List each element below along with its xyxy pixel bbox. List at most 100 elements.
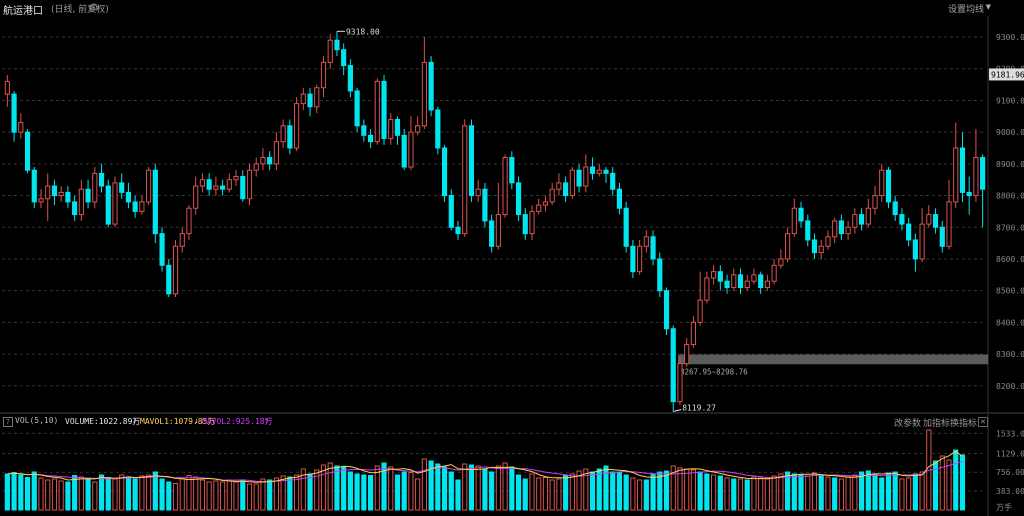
volume-bar <box>858 471 865 511</box>
volume-bar <box>838 478 844 511</box>
volume-bar <box>119 474 125 511</box>
candle-body <box>791 207 797 235</box>
candle-body <box>78 188 84 216</box>
volume-bar <box>677 467 683 511</box>
volume-bar <box>394 474 401 511</box>
candle-body <box>630 245 636 273</box>
band-label: 8267.95~8298.76 <box>680 367 748 376</box>
volume-bar <box>448 471 454 511</box>
candle-body <box>179 233 185 247</box>
volume-bar <box>320 464 327 511</box>
volume-bar <box>912 473 918 511</box>
help-icon[interactable]: ? <box>3 417 13 427</box>
candle-body <box>549 188 555 203</box>
candle-body <box>293 103 300 149</box>
candle-body <box>663 290 670 330</box>
volume-bar <box>832 477 838 511</box>
candle-body <box>690 321 697 346</box>
volume-bar <box>415 478 421 511</box>
candle-body <box>314 87 320 108</box>
candle-body <box>596 169 602 174</box>
volume-bar <box>697 471 703 511</box>
volume-indicator-bar: ? VOL(5,10) VOLUME:1022.89万 ↓ MAVOL1:107… <box>0 415 1000 429</box>
volume-bar <box>462 463 468 511</box>
volume-bar <box>172 483 179 511</box>
volume-bar <box>872 473 878 511</box>
price-tick-label: 9000.00 <box>996 128 1024 137</box>
add-indicator-button[interactable]: 加指标 <box>923 419 951 429</box>
candle-body <box>704 277 710 301</box>
candle-body <box>919 223 925 260</box>
candle-body <box>536 204 542 212</box>
close-icon[interactable]: ✕ <box>978 417 988 427</box>
volume-bar <box>327 462 333 511</box>
candle-body <box>603 169 609 174</box>
volume-bar <box>92 481 98 511</box>
candle-body <box>394 118 401 136</box>
volume-bar <box>953 449 959 511</box>
candle-body <box>858 214 865 225</box>
volume-bar <box>906 477 912 511</box>
volume-bar <box>623 474 629 511</box>
volume-bar <box>637 479 643 511</box>
candle-body <box>529 210 535 235</box>
price-tick-label: 8900.00 <box>996 160 1024 169</box>
volume-bar <box>166 481 172 511</box>
volume-bar <box>152 471 158 511</box>
candle-body <box>374 80 380 143</box>
volume-bar <box>401 471 407 511</box>
volume-bar <box>341 466 347 511</box>
volume-tick-label: 万手 <box>996 502 1012 512</box>
volume-bar <box>314 469 320 511</box>
candle-body <box>11 93 17 133</box>
candle-body <box>872 195 878 209</box>
candle-body <box>697 299 703 323</box>
volume-bar <box>489 471 495 511</box>
candle-body <box>468 125 475 197</box>
volume-bar <box>51 478 58 511</box>
candle-body <box>495 214 501 247</box>
volume-bar <box>468 464 475 511</box>
volume-bar <box>717 475 723 511</box>
ma-settings-button[interactable]: 设置均线 <box>947 5 984 15</box>
candle-body <box>677 363 683 403</box>
volume-bar <box>758 477 764 511</box>
chevron-down-icon[interactable]: ▼ <box>985 3 991 11</box>
volume-bar <box>421 458 427 511</box>
candle-body <box>280 125 286 143</box>
volume-bar <box>132 478 138 511</box>
candle-body <box>771 264 777 282</box>
volume-bar <box>98 474 105 511</box>
volume-tick-label: 383.00 <box>996 487 1024 496</box>
volume-bar <box>146 474 152 511</box>
arrow-down-icon: ↓ <box>194 416 199 425</box>
candle-body <box>731 274 737 289</box>
volume-bar <box>778 473 784 511</box>
volume-bar <box>932 460 939 511</box>
candle-body <box>744 280 750 289</box>
volume-bar <box>435 463 441 511</box>
volume-bar <box>589 471 596 511</box>
candle-body <box>415 125 421 133</box>
volume-bar <box>939 455 945 511</box>
volume-tick-label: 1533.00 <box>996 429 1024 438</box>
candle-body <box>388 118 394 139</box>
index-title: 航运港口 <box>3 6 43 17</box>
candle-body <box>482 188 488 222</box>
switch-indicator-button[interactable]: 换指标 <box>950 419 978 429</box>
volume-bar <box>657 471 663 511</box>
candle-body <box>408 131 414 168</box>
volume-bar <box>85 477 91 511</box>
gear-icon[interactable]: ⚙ <box>89 1 99 14</box>
volume-bar <box>845 476 851 511</box>
candle-body <box>657 258 663 292</box>
candle-body <box>31 169 37 203</box>
volume-bar <box>610 471 616 511</box>
volume-bar <box>159 478 165 511</box>
candle-body <box>966 191 972 197</box>
volume-bar <box>307 473 313 511</box>
change-params-button[interactable]: 改参数 <box>894 419 922 429</box>
volume-bar <box>798 474 804 511</box>
volume-bar <box>233 481 239 511</box>
volume-bar <box>361 474 367 511</box>
